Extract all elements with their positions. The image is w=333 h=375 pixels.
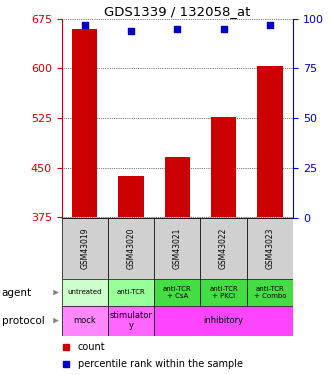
Point: [221, 26, 226, 32]
Bar: [247, 217, 293, 279]
Bar: [108, 279, 154, 306]
Text: anti-TCR
+ Combo: anti-TCR + Combo: [254, 286, 286, 299]
Bar: [62, 217, 108, 279]
Bar: [118, 176, 144, 218]
Bar: [200, 217, 247, 279]
Bar: [154, 306, 293, 336]
Bar: [108, 306, 154, 336]
Bar: [257, 66, 283, 218]
Bar: [72, 28, 98, 218]
Text: percentile rank within the sample: percentile rank within the sample: [78, 359, 243, 369]
Text: protocol: protocol: [2, 316, 44, 326]
Bar: [108, 217, 154, 279]
Text: GSM43019: GSM43019: [80, 228, 89, 269]
Text: mock: mock: [73, 316, 96, 325]
Bar: [154, 279, 200, 306]
Text: agent: agent: [2, 288, 32, 297]
Text: anti-TCR: anti-TCR: [117, 290, 146, 296]
Text: stimulator
y: stimulator y: [110, 311, 153, 330]
Point: [82, 22, 87, 28]
Bar: [165, 156, 190, 218]
Bar: [62, 306, 108, 336]
Text: GSM43023: GSM43023: [265, 228, 274, 269]
Title: GDS1339 / 132058_at: GDS1339 / 132058_at: [104, 4, 250, 18]
Text: untreated: untreated: [68, 290, 102, 296]
Bar: [62, 279, 108, 306]
Bar: [211, 117, 236, 218]
Point: [175, 26, 180, 32]
Text: anti-TCR
+ PKCi: anti-TCR + PKCi: [209, 286, 238, 299]
Text: GSM43022: GSM43022: [219, 228, 228, 269]
Text: inhibitory: inhibitory: [203, 316, 244, 325]
Text: anti-TCR
+ CsA: anti-TCR + CsA: [163, 286, 192, 299]
Text: count: count: [78, 342, 106, 352]
Point: [267, 22, 273, 28]
Point: [129, 28, 134, 34]
Text: GSM43020: GSM43020: [127, 228, 136, 269]
Bar: [247, 279, 293, 306]
Text: GSM43021: GSM43021: [173, 228, 182, 269]
Bar: [200, 279, 247, 306]
Bar: [154, 217, 200, 279]
